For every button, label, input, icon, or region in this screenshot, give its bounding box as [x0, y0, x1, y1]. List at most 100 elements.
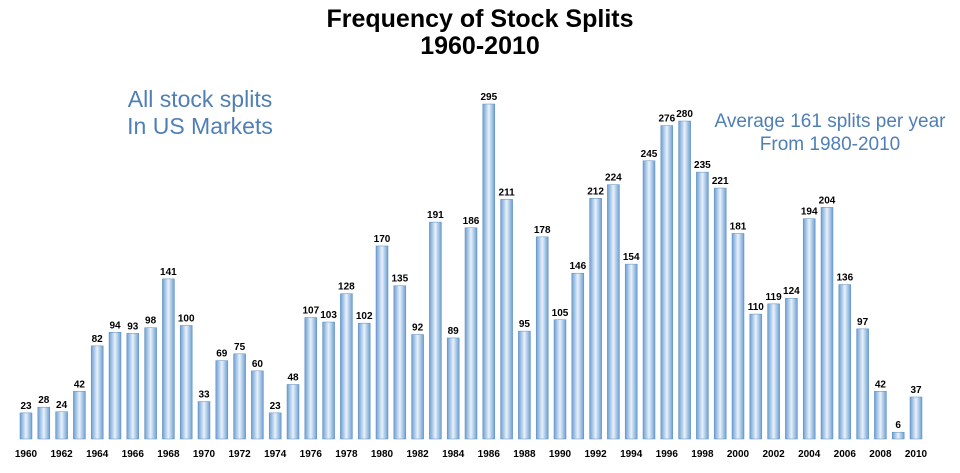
value-label-1970: 33: [198, 390, 210, 401]
bar-1980: [375, 245, 389, 440]
value-label-1980: 170: [374, 234, 391, 245]
bar-1966: [126, 333, 140, 440]
value-label-1963: 42: [74, 379, 86, 390]
bar-1960: [19, 412, 33, 440]
value-label-1974: 23: [270, 401, 282, 412]
value-label-1975: 48: [287, 372, 299, 383]
value-label-1990: 105: [552, 308, 569, 319]
bar-1973: [251, 370, 264, 440]
bar-1989: [535, 236, 549, 440]
value-label-2001: 110: [748, 302, 765, 313]
bar-1998: [696, 171, 709, 440]
value-label-2005: 204: [819, 195, 836, 206]
bar-2009: [891, 431, 905, 440]
x-tick-1984: 1984: [442, 449, 465, 460]
chart-title-line2: 1960-2010: [420, 32, 540, 60]
bar-1969: [179, 325, 193, 440]
value-label-1987: 211: [499, 187, 516, 198]
annotation-left-line1: All stock splits: [127, 86, 273, 112]
value-label-1992: 212: [587, 186, 604, 197]
value-label-2002: 119: [766, 292, 783, 303]
bar-1970: [197, 401, 211, 440]
value-label-1984: 89: [448, 326, 460, 337]
bar-1964: [90, 345, 104, 440]
bar-1965: [108, 332, 122, 440]
x-tick-2000: 2000: [727, 449, 750, 460]
bar-1976: [304, 317, 318, 440]
value-label-2004: 194: [801, 207, 818, 218]
bar-1983: [429, 221, 442, 440]
bar-1995: [642, 160, 656, 440]
value-label-1998: 235: [694, 160, 711, 171]
value-label-1962: 24: [56, 400, 68, 411]
value-label-1993: 224: [605, 173, 622, 184]
bar-1963: [73, 391, 86, 440]
value-label-1972: 75: [234, 342, 246, 353]
bar-1999: [713, 187, 727, 440]
value-label-1996: 276: [658, 114, 675, 125]
value-label-1973: 60: [252, 359, 264, 370]
value-label-1999: 221: [712, 176, 729, 187]
annotation-right-line2: From 1980-2010: [759, 134, 901, 155]
x-tick-1982: 1982: [406, 449, 429, 460]
x-tick-1992: 1992: [584, 449, 607, 460]
x-tick-1978: 1978: [335, 449, 358, 460]
value-label-1966: 93: [127, 321, 139, 332]
value-label-1968: 141: [160, 267, 177, 278]
bar-1997: [678, 120, 691, 440]
bar-2007: [856, 328, 869, 440]
x-tick-1962: 1962: [50, 449, 73, 460]
value-label-1960: 23: [20, 401, 32, 412]
bar-2004: [802, 218, 816, 440]
bar-1994: [624, 263, 638, 440]
x-tick-1970: 1970: [193, 449, 216, 460]
x-tick-1994: 1994: [620, 449, 643, 460]
value-label-2007: 97: [857, 317, 869, 328]
value-label-1965: 94: [109, 320, 121, 331]
value-label-2006: 136: [836, 273, 853, 284]
x-tick-1968: 1968: [157, 449, 180, 460]
value-label-1991: 146: [569, 261, 586, 272]
x-tick-1990: 1990: [549, 449, 572, 460]
value-label-1978: 128: [338, 282, 355, 293]
value-label-1964: 82: [92, 334, 104, 345]
bar-1975: [286, 384, 300, 440]
x-tick-1998: 1998: [691, 449, 714, 460]
x-tick-1986: 1986: [478, 449, 501, 460]
bar-2002: [767, 303, 780, 440]
bar-1988: [518, 330, 531, 440]
value-label-2008: 42: [875, 379, 887, 390]
value-label-1997: 280: [676, 109, 693, 120]
bar-2000: [731, 233, 745, 440]
bar-1968: [162, 278, 175, 440]
bar-1977: [322, 321, 335, 440]
value-label-1981: 135: [391, 274, 408, 285]
x-tick-1966: 1966: [122, 449, 145, 460]
value-label-1977: 103: [320, 310, 337, 321]
bar-1974: [268, 412, 282, 440]
x-tick-2008: 2008: [869, 449, 892, 460]
bar-1971: [215, 360, 229, 440]
annotation-left-line2: In US Markets: [127, 113, 273, 139]
value-label-1983: 191: [427, 210, 444, 221]
chart-title-line1: Frequency of Stock Splits: [326, 5, 634, 33]
x-tick-1988: 1988: [513, 449, 536, 460]
x-tick-2002: 2002: [762, 449, 785, 460]
value-label-1986: 295: [480, 92, 497, 103]
bar-1996: [660, 125, 674, 440]
x-tick-1996: 1996: [656, 449, 679, 460]
bar-1967: [144, 327, 157, 440]
value-label-1989: 178: [534, 225, 551, 236]
bar-1962: [55, 411, 68, 440]
value-label-1967: 98: [145, 316, 157, 327]
bar-1985: [464, 227, 478, 440]
bar-1990: [553, 319, 567, 440]
value-label-2003: 124: [783, 286, 800, 297]
value-label-1985: 186: [463, 216, 480, 227]
value-label-1969: 100: [178, 313, 195, 324]
bar-2005: [820, 207, 834, 440]
value-label-2000: 181: [730, 221, 747, 232]
annotation-right: Average 161 splits per year From 1980-20…: [700, 110, 960, 156]
x-tick-1980: 1980: [371, 449, 394, 460]
